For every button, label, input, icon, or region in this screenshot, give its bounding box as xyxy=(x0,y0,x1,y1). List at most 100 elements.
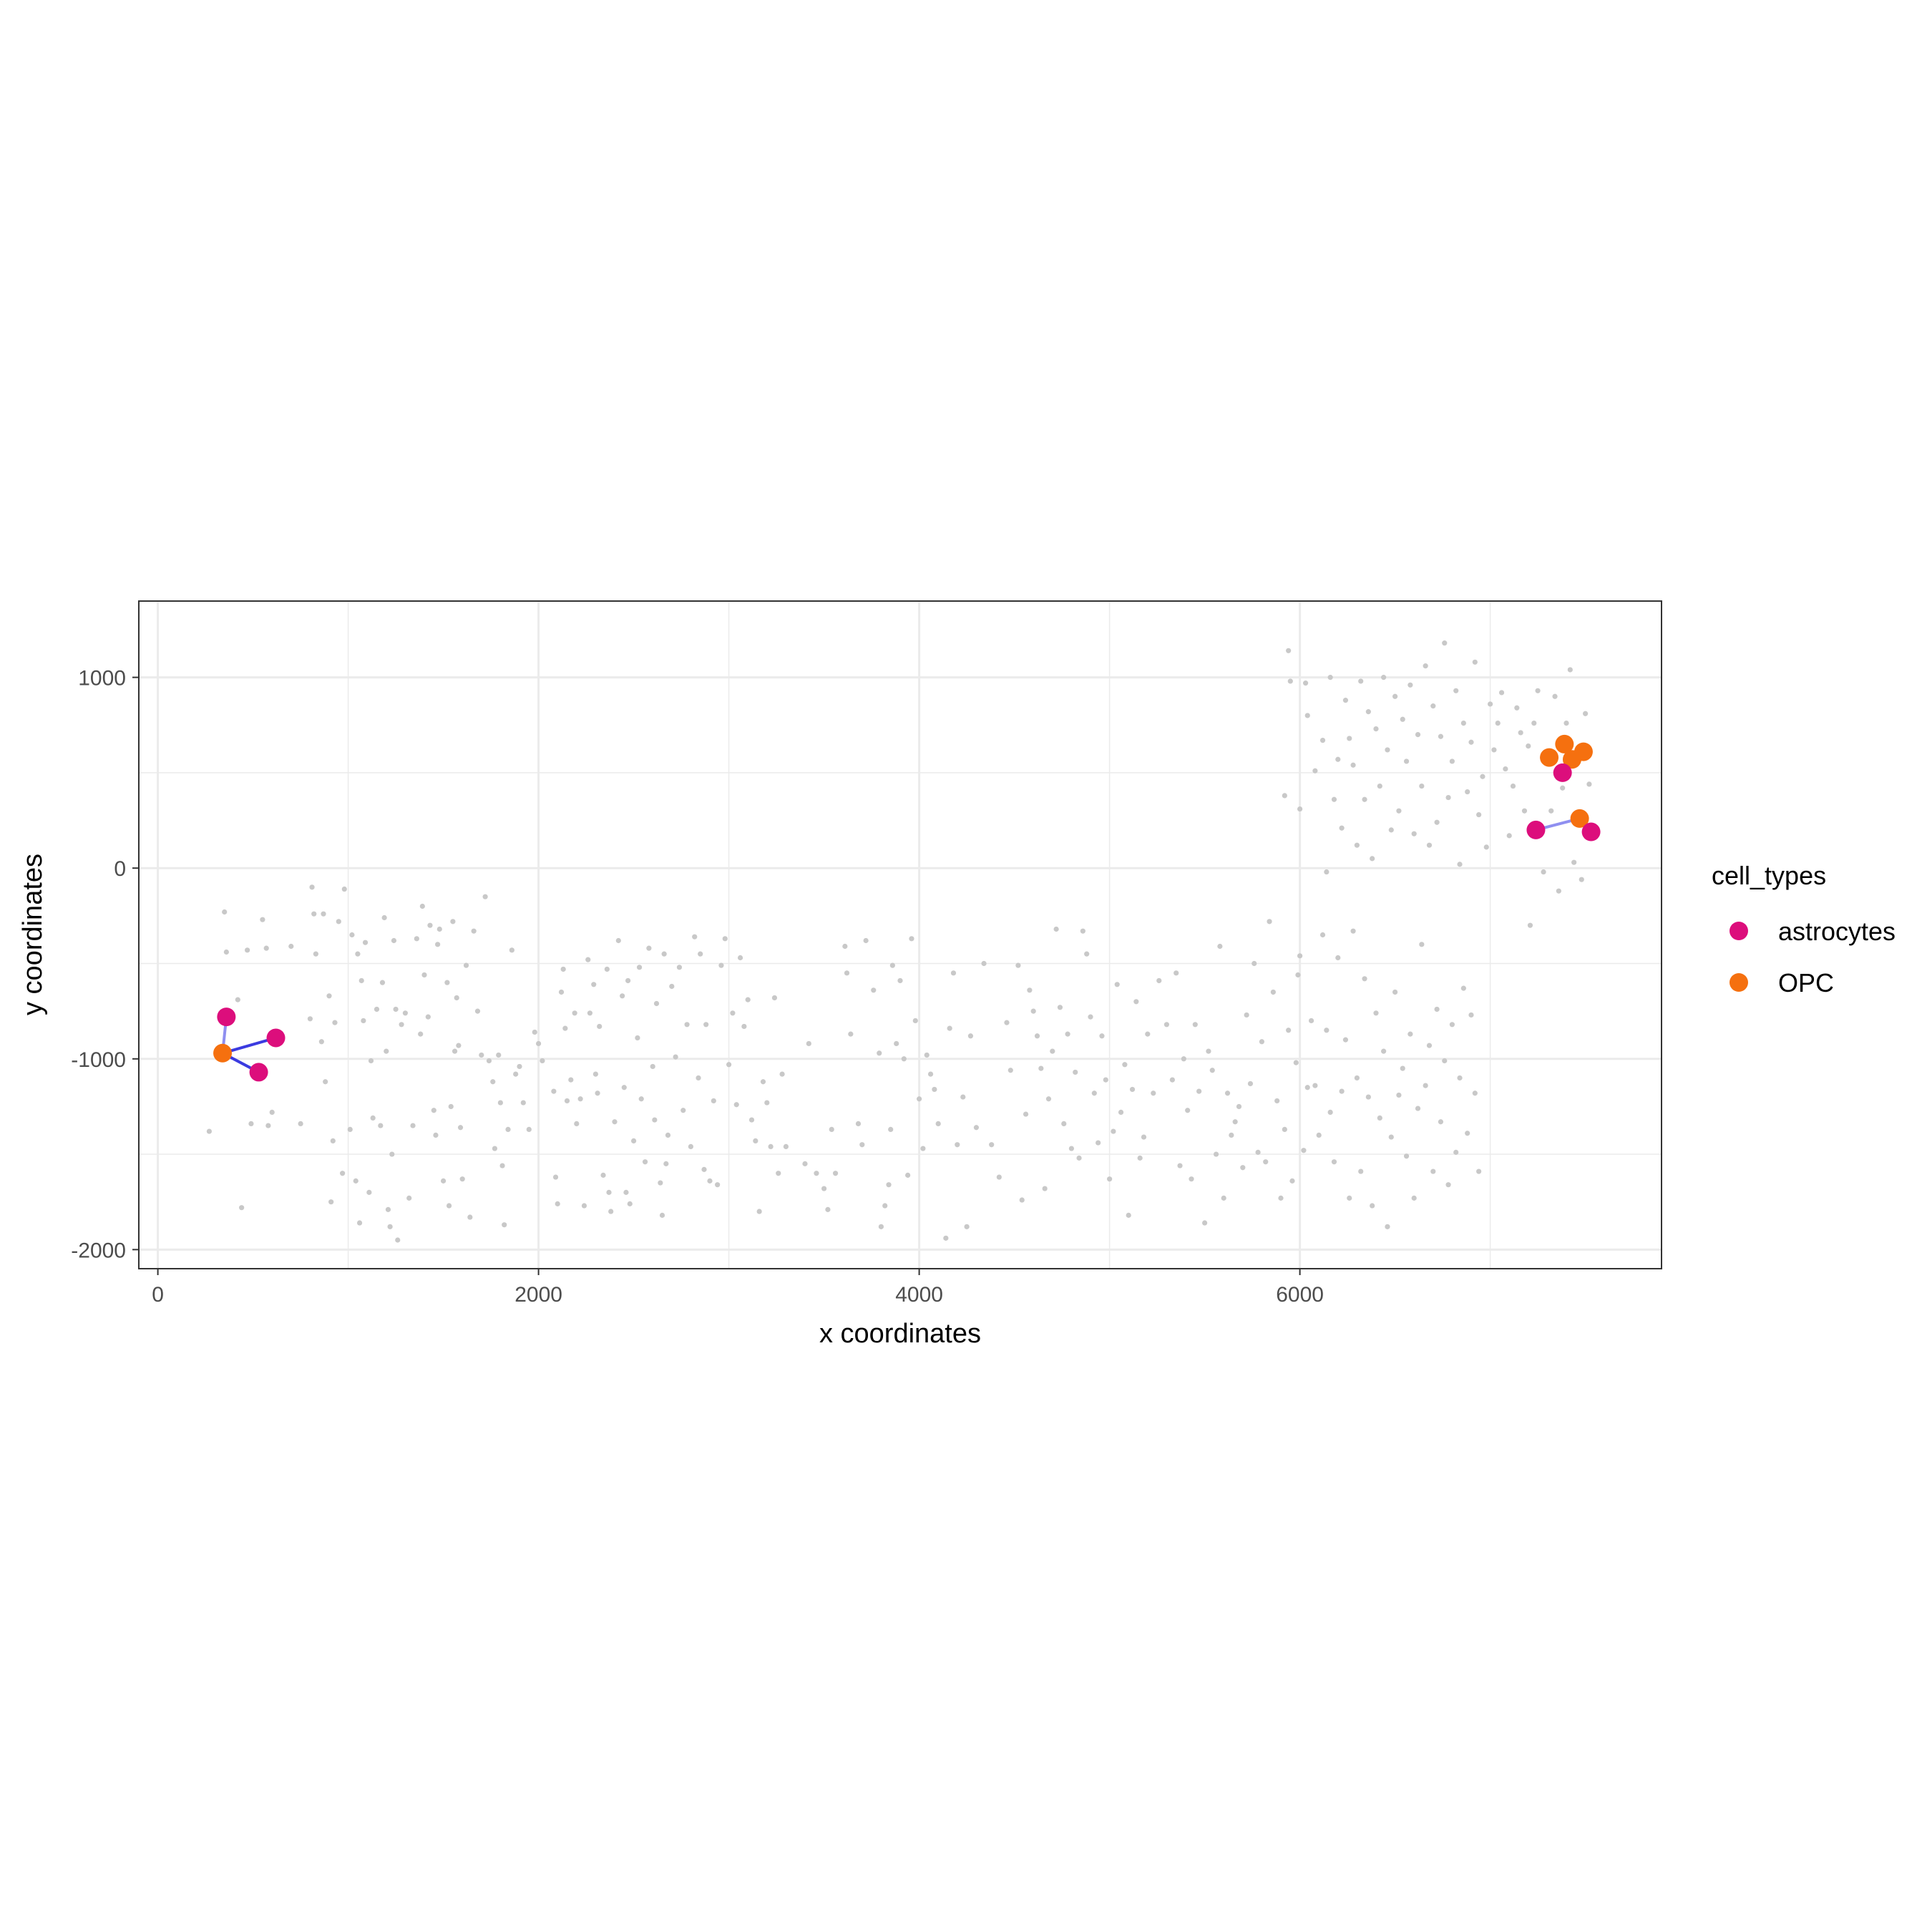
background-cell-point xyxy=(783,1143,789,1149)
background-cell-point xyxy=(1373,726,1379,732)
background-cell-point xyxy=(1457,862,1463,867)
background-cell-point xyxy=(552,1174,559,1180)
background-cell-point xyxy=(568,1077,574,1083)
background-cell-point xyxy=(326,993,332,999)
background-cell-point xyxy=(479,1052,484,1058)
background-cell-point xyxy=(1297,953,1303,959)
background-cell-point xyxy=(1350,762,1356,768)
background-cell-point xyxy=(967,1033,974,1039)
background-cell-point xyxy=(1118,1109,1124,1116)
background-cell-point xyxy=(1312,1083,1318,1088)
background-cell-point xyxy=(1308,1018,1314,1024)
background-cell-point xyxy=(621,1085,627,1091)
background-cell-point xyxy=(1514,705,1520,711)
background-cell-point xyxy=(374,1006,380,1013)
y-tick-label: -2000 xyxy=(71,1239,126,1262)
background-cell-point xyxy=(1465,789,1470,795)
background-cell-point xyxy=(1267,919,1272,924)
background-cell-point xyxy=(917,1096,922,1102)
background-cell-point xyxy=(1217,943,1223,950)
background-cell-point xyxy=(825,1206,831,1212)
background-cell-point xyxy=(1526,743,1531,749)
background-cell-point xyxy=(1034,1033,1040,1039)
background-cell-point xyxy=(431,1108,436,1113)
legend-label-opc: OPC xyxy=(1778,968,1834,997)
background-cell-point xyxy=(1491,747,1497,753)
background-cell-point xyxy=(368,1058,374,1064)
background-cell-point xyxy=(1293,1060,1299,1065)
background-cell-point xyxy=(829,1126,834,1133)
background-cell-point xyxy=(1274,1098,1280,1104)
y-tick-label: 1000 xyxy=(78,667,126,691)
background-cell-point xyxy=(901,1056,907,1062)
background-cell-point xyxy=(459,1176,465,1182)
background-cell-point xyxy=(471,928,477,934)
background-cell-point xyxy=(323,1079,328,1085)
background-cell-point xyxy=(1381,1048,1387,1054)
background-cell-point xyxy=(1347,1195,1352,1201)
background-cell-point xyxy=(336,919,341,924)
background-cell-point xyxy=(737,955,743,961)
background-cell-point xyxy=(615,937,621,944)
background-cell-point xyxy=(414,936,419,942)
background-cell-point xyxy=(1556,888,1561,894)
background-cell-point xyxy=(330,1138,336,1143)
background-cell-point xyxy=(1133,999,1139,1005)
background-cell-point xyxy=(1282,1126,1287,1133)
background-cell-point xyxy=(1449,1022,1455,1028)
background-cell-point xyxy=(652,1117,658,1123)
background-cell-point xyxy=(347,1126,353,1133)
background-cell-point xyxy=(973,1125,979,1131)
background-cell-point xyxy=(577,1096,583,1102)
background-cell-point xyxy=(265,1123,271,1128)
legend-title: cell_types xyxy=(1712,861,1826,890)
background-cell-point xyxy=(1141,1134,1147,1140)
background-cell-point xyxy=(1185,1108,1191,1113)
background-cell-point xyxy=(452,1048,458,1054)
opc-cell-point xyxy=(1574,742,1593,761)
axes: 0 2000 4000 6000 -2000 -1000 0 1000 xyxy=(71,667,1324,1307)
background-cell-point xyxy=(859,1142,865,1148)
background-cell-point xyxy=(927,1071,934,1077)
background-cell-point xyxy=(842,943,848,950)
background-cell-point xyxy=(1381,675,1387,680)
background-cell-point xyxy=(309,884,315,890)
background-cell-point xyxy=(1498,690,1505,696)
panel-border xyxy=(138,600,1662,1269)
background-cell-point xyxy=(1442,640,1448,646)
background-cell-point xyxy=(1407,682,1413,688)
background-cell-point xyxy=(502,1222,507,1228)
background-cell-point xyxy=(410,1123,416,1128)
background-cell-point xyxy=(680,1108,686,1113)
background-cell-point xyxy=(1350,928,1356,934)
background-cell-point xyxy=(996,1174,1002,1180)
astrocyte-cell-point xyxy=(266,1028,286,1048)
background-cell-point xyxy=(263,945,269,951)
background-cell-point xyxy=(844,970,850,976)
background-cell-point xyxy=(771,995,778,1001)
legend: cell_types astrocytes OPC xyxy=(1712,861,1896,997)
background-cell-point xyxy=(698,951,703,957)
legend-label-astrocytes: astrocytes xyxy=(1778,917,1896,946)
background-cell-point xyxy=(886,1182,892,1188)
background-cell-point xyxy=(726,1062,732,1068)
background-cell-point xyxy=(1411,1195,1417,1201)
background-cell-point xyxy=(1468,1012,1474,1018)
background-cell-point xyxy=(1488,701,1493,707)
background-cell-point xyxy=(1122,1062,1128,1068)
background-cell-point xyxy=(889,962,895,968)
background-cell-point xyxy=(1236,1103,1242,1110)
background-cell-point xyxy=(433,1132,439,1138)
legend-swatch-opc xyxy=(1729,973,1748,992)
background-cell-point xyxy=(551,1088,557,1094)
background-cell-point xyxy=(1229,1132,1234,1138)
x-tick-label: 0 xyxy=(152,1283,164,1307)
background-cell-point xyxy=(1434,819,1440,825)
background-cell-point xyxy=(1388,1134,1394,1140)
background-cell-point xyxy=(1076,1155,1082,1161)
background-cell-point xyxy=(871,987,877,993)
background-cell-point xyxy=(1050,1048,1055,1054)
background-cell-point xyxy=(1423,663,1428,669)
background-cell-point xyxy=(239,1205,245,1211)
background-cell-point xyxy=(1560,785,1566,791)
